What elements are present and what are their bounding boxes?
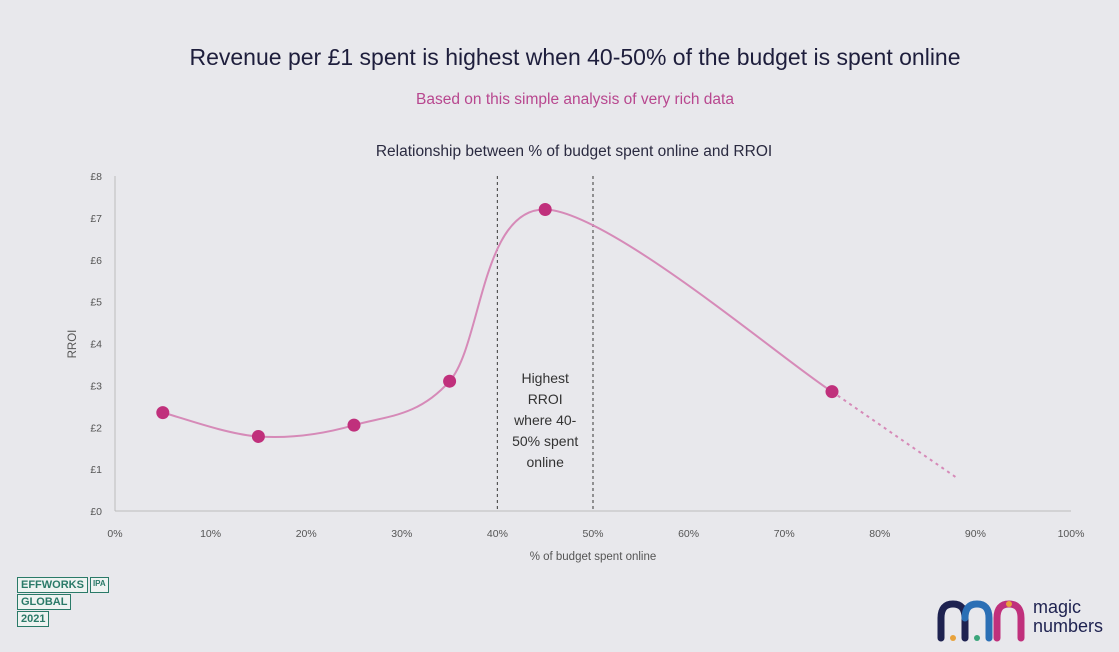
effworks-global: GLOBAL <box>17 594 72 610</box>
data-point <box>538 203 552 216</box>
effworks-word: EFFWORKS <box>17 577 88 593</box>
magic-numbers-logo: magic numbers <box>935 596 1119 646</box>
y-tick-label: £3 <box>90 380 102 392</box>
rroi-extrapolation <box>831 390 957 479</box>
x-tick-label: 40% <box>487 528 508 540</box>
x-axis-label: % of budget spent online <box>530 551 657 563</box>
effworks-year: 2021 <box>17 611 50 627</box>
x-tick-label: 60% <box>678 528 699 540</box>
headline: Revenue per £1 spent is highest when 40-… <box>189 44 961 70</box>
subheadline: Based on this simple analysis of very ri… <box>416 91 734 108</box>
y-tick-label: £4 <box>90 339 102 351</box>
y-tick-label: £0 <box>90 506 102 518</box>
annotation-line: Highest <box>521 370 569 386</box>
data-point <box>251 429 265 443</box>
x-tick-label: 0% <box>107 528 122 540</box>
annotation-line: RROI <box>528 391 563 407</box>
x-tick-label: 80% <box>869 528 890 540</box>
effworks-logo: EFFWORKS IPA GLOBAL 2021 <box>17 577 109 628</box>
x-tick-label: 90% <box>965 528 986 540</box>
y-tick-label: £1 <box>90 464 102 476</box>
y-tick-label: £2 <box>90 422 102 434</box>
y-tick-label: £7 <box>90 213 102 225</box>
x-tick-label: 10% <box>200 528 221 540</box>
data-point <box>443 374 457 388</box>
x-tick-label: 20% <box>296 528 317 540</box>
y-tick-label: £6 <box>90 255 102 267</box>
x-tick-label: 30% <box>391 528 412 540</box>
data-point <box>825 385 839 399</box>
data-point <box>347 418 361 432</box>
chart-title: Relationship between % of budget spent o… <box>376 143 772 160</box>
annotation-line: where 40- <box>513 412 577 428</box>
x-tick-label: 100% <box>1058 528 1085 540</box>
x-tick-label: 50% <box>582 528 603 540</box>
annotation-line: 50% spent <box>512 433 578 449</box>
y-axis-label: RROI <box>67 330 79 359</box>
annotation-line: online <box>527 454 565 470</box>
y-tick-label: £8 <box>90 171 102 183</box>
y-tick-label: £5 <box>90 297 102 309</box>
ipa-mark: IPA <box>89 577 109 593</box>
magic-numbers-word-1: magic <box>1033 597 1082 617</box>
magic-numbers-mark-icon <box>937 600 1025 642</box>
magic-numbers-word-2: numbers <box>1033 616 1104 636</box>
x-tick-label: 70% <box>774 528 795 540</box>
data-point <box>156 406 170 420</box>
